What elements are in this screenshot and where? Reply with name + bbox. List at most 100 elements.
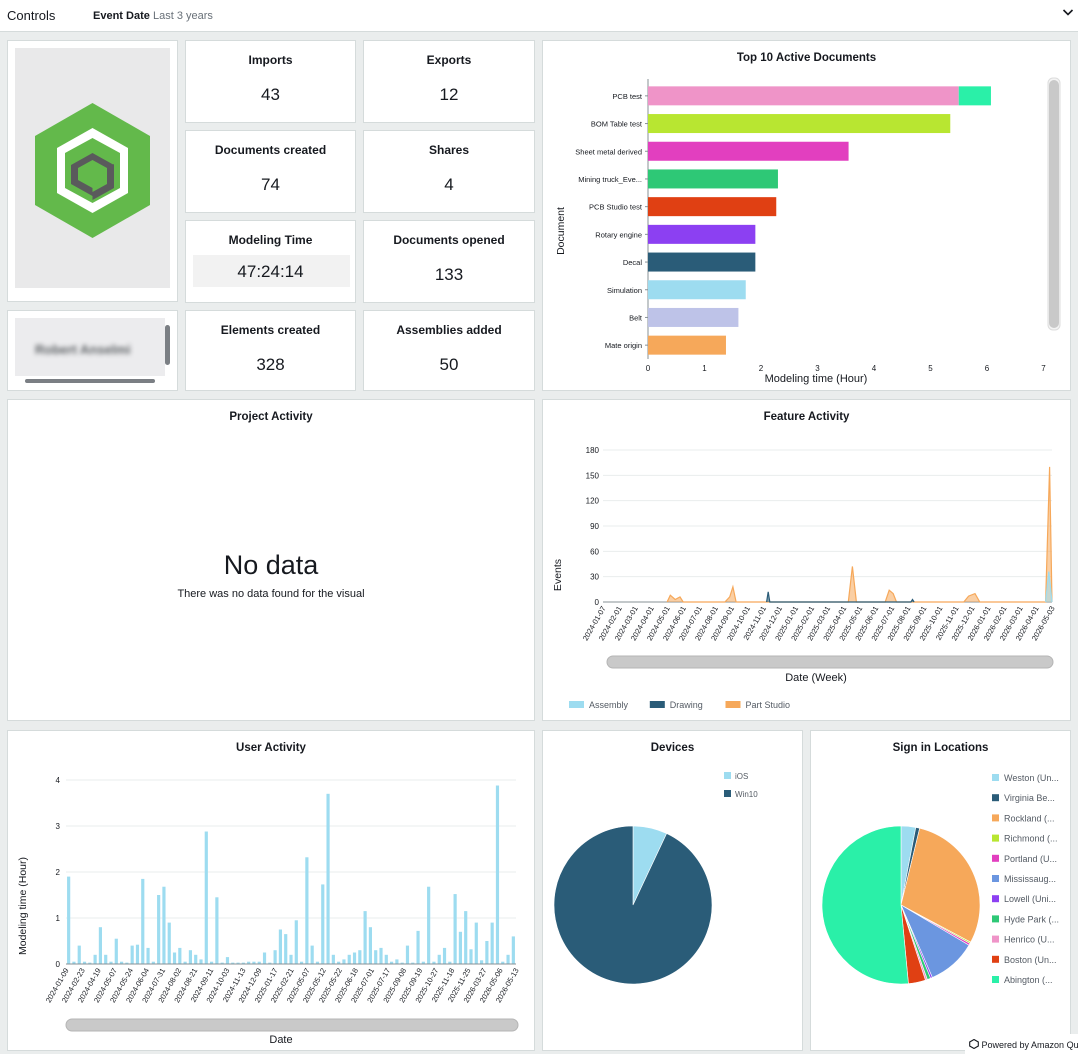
kpi-value: 328 [256, 355, 285, 374]
horizontal-scroll-thumb [606, 655, 1054, 669]
legend-label: Drawing [670, 700, 703, 710]
bar [130, 945, 134, 964]
kpi-shares: Shares 4 [363, 130, 535, 213]
event-date-filter-value[interactable]: Last 3 years [153, 10, 213, 22]
legend-label: iOS [735, 772, 748, 781]
bar [135, 944, 140, 964]
top-documents-chart: PCB test BOM Table test Sheet metal derive… [555, 77, 1061, 385]
kpi-value: 47:24:14 [237, 262, 304, 281]
legend-swatch [992, 875, 999, 882]
user-vertical-scrollbar[interactable] [165, 325, 170, 365]
bar [220, 962, 224, 964]
feature-activity-card: Feature Activity 0 30 60 90 120 150 180 2024-01… [542, 399, 1071, 721]
bar [310, 945, 314, 964]
bar [262, 952, 267, 964]
bar [469, 949, 473, 964]
y-tick-label: Decal [623, 258, 643, 267]
y-tick-label: 30 [590, 573, 599, 582]
bar [241, 962, 245, 964]
bar [501, 961, 505, 964]
legend-swatch [992, 915, 999, 923]
y-tick-label: 180 [586, 446, 600, 455]
legend-swatch [992, 794, 999, 802]
user-card: Robert Anselmi [7, 310, 178, 391]
kpi-label: Shares [428, 143, 470, 157]
legend-label: Mississaug... [1004, 874, 1056, 884]
bar [326, 793, 330, 964]
kpi-assemblies-added: Assemblies added 50 [363, 310, 535, 391]
bar [337, 961, 341, 964]
bar [448, 961, 452, 964]
kpi-value: 74 [261, 175, 280, 194]
kpi-modeling-time: Modeling Time 47:24:14 [185, 220, 356, 303]
x-axis-title: Modeling time (Hour) [765, 373, 868, 385]
kpi-value: 43 [261, 85, 280, 104]
kpi-label: Modeling Time [228, 233, 313, 247]
legend-label: Part Studio [746, 700, 791, 710]
user-horizontal-scrollbar[interactable] [25, 379, 155, 383]
y-tick-label: 150 [586, 471, 600, 480]
bar [416, 930, 420, 964]
x-tick-label: 4 [872, 364, 877, 373]
chevron-down-icon[interactable] [1062, 6, 1074, 21]
kpi-label: Elements created [220, 323, 321, 337]
devices-chart: iOS Win10 [553, 772, 758, 985]
pie-slice [900, 827, 981, 943]
part-studio-area [666, 466, 1053, 603]
x-tick-label: 6 [985, 364, 990, 373]
bar [400, 962, 404, 964]
bar [358, 950, 362, 964]
assembly-area [1045, 571, 1053, 603]
legend-swatch [569, 701, 584, 708]
vertical-scroll-thumb [1049, 80, 1059, 328]
kpi-label: Documents opened [393, 233, 505, 247]
sign-in-locations-chart: Weston (Un... Virginia Be... Rockland (...… [821, 773, 1059, 985]
bar [231, 962, 235, 964]
bar [289, 954, 293, 964]
bar [427, 886, 431, 964]
x-tick-label: 5 [928, 364, 933, 373]
powered-by-text: Powered by Amazon Quick [981, 1040, 1078, 1050]
feature-activity-chart: 03060901201501802024-01-072024-02-012024… [552, 446, 1057, 710]
bar [77, 945, 81, 964]
visual-title: User Activity [236, 742, 306, 754]
y-tick-label: Belt [629, 313, 643, 322]
bar [188, 950, 192, 964]
legend-label: Assembly [589, 700, 629, 710]
kpi-label: Documents created [214, 143, 327, 157]
bar [352, 952, 357, 964]
bar [157, 895, 161, 964]
bar [151, 961, 155, 964]
legend-swatch [725, 701, 741, 708]
bar [114, 938, 118, 964]
legend-swatch [992, 976, 999, 983]
no-data-heading: No data [223, 550, 319, 580]
bar [395, 959, 399, 964]
legend-swatch [992, 814, 999, 822]
bar [511, 936, 515, 964]
bar [648, 114, 951, 134]
project-activity-card: Project Activity No data There was no da… [7, 399, 535, 721]
y-axis-title: Modeling time (Hour) [17, 857, 29, 955]
visual-title: Feature Activity [763, 411, 850, 423]
bar [120, 961, 124, 964]
bar [278, 929, 282, 964]
horizontal-scroll-thumb [65, 1018, 519, 1032]
event-date-filter-label[interactable]: Event Date [93, 10, 150, 22]
bar [109, 961, 113, 964]
kpi-label: Exports [426, 53, 472, 67]
bar [167, 922, 171, 964]
bar [300, 961, 304, 964]
powered-by-footer[interactable]: Powered by Amazon Quick [965, 1034, 1078, 1054]
drawing-area [766, 591, 915, 603]
bar [215, 897, 219, 964]
bar [146, 947, 150, 964]
user-activity-chart: 012342024-01-092024-02-232024-04-192024-… [17, 776, 521, 1046]
bar [405, 945, 410, 964]
bar [305, 857, 309, 964]
y-tick-label: 2 [56, 868, 61, 877]
pie-slice [553, 825, 713, 985]
bar [437, 954, 441, 964]
kpi-documents-opened: Documents opened 133 [363, 220, 535, 303]
user-name-frame: Robert Anselmi [15, 318, 165, 376]
